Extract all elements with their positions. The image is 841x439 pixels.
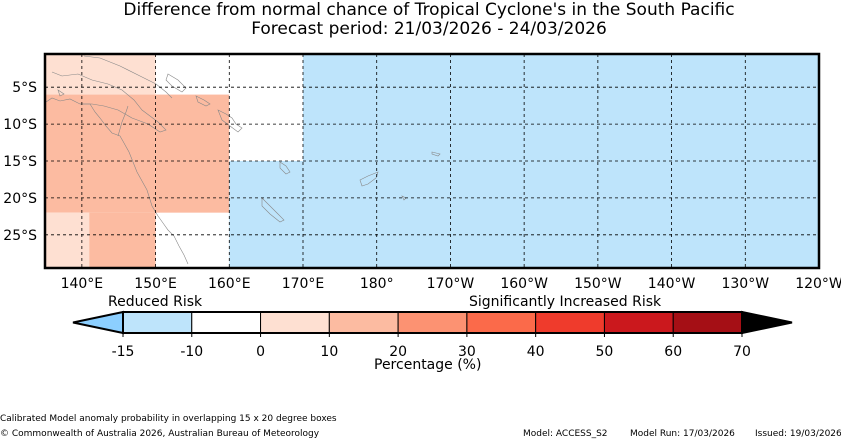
colorbar-segment: [397, 311, 468, 334]
lat-tick-label: 5°S: [12, 80, 37, 96]
samoa: [431, 151, 441, 157]
colorbar-tick-label: 50: [596, 344, 614, 360]
colorbar-tick-label: 40: [527, 344, 545, 360]
new-caledonia: [261, 197, 285, 223]
copyright-note: © Commonwealth of Australia 2026, Austra…: [0, 429, 320, 439]
lon-tick-label: 150°E: [134, 276, 177, 292]
lon-tick-label: 150°W: [574, 276, 622, 292]
aru-islands: [57, 89, 65, 97]
lon-tick-label: 140°E: [61, 276, 104, 292]
colorbar-segment: [672, 311, 743, 334]
colorbar-segment: [603, 311, 674, 334]
new-guinea-north: [83, 55, 173, 99]
lon-tick-label: 120°W: [795, 276, 841, 292]
new-guinea-coast: [51, 71, 167, 133]
vanuatu: [279, 161, 291, 175]
colorbar-tick-label: 20: [389, 344, 407, 360]
risk-cell-0: [45, 54, 156, 88]
new-britain: [165, 73, 187, 93]
solomon-islands: [217, 109, 243, 133]
lon-tick-label: 160°W: [500, 276, 548, 292]
map-frame: [43, 52, 821, 270]
colorbar-segment: [191, 311, 262, 334]
latitude-tick-labels: 5°S 10°S 15°S 20°S 25°S: [3, 80, 37, 244]
lat-tick-label: 10°S: [3, 117, 37, 133]
colorbar-tick-label: -10: [180, 344, 203, 360]
lon-tick-label: 130°W: [721, 276, 769, 292]
lon-tick-label: 160°E: [208, 276, 251, 292]
lon-tick-label: 170°E: [282, 276, 325, 292]
coastlines: [45, 55, 441, 265]
lon-tick-label: 170°W: [427, 276, 475, 292]
increased-risk-label: Significantly Increased Risk: [469, 294, 662, 310]
map-title: Difference from normal chance of Tropica…: [123, 0, 735, 20]
risk-cell-7: [229, 161, 820, 268]
method-note: Calibrated Model anomaly probability in …: [0, 414, 337, 424]
risk-cell-4: [89, 212, 156, 268]
colorbar-tick-label: -15: [112, 344, 135, 360]
issued-date: Issued: 19/03/2026: [755, 429, 841, 439]
lat-lon-grid: [45, 54, 819, 268]
colorbar-segment: [260, 311, 330, 334]
forecast-period: Forecast period: 21/03/2026 - 24/03/2026: [251, 19, 607, 39]
risk-cell-2: [45, 94, 156, 213]
colorbar-tick-label: 70: [733, 344, 751, 360]
cape-york: [117, 105, 129, 137]
lon-tick-label: 180°: [360, 276, 394, 292]
model-name: Model: ACCESS_S2: [523, 429, 608, 439]
colorbar-tick-label: 0: [256, 344, 265, 360]
risk-cell-1: [45, 87, 156, 95]
risk-cell-6: [229, 54, 303, 161]
colorbar-segment: [466, 311, 537, 334]
colorbar: [72, 310, 793, 335]
colorbar-frame: [122, 311, 743, 334]
colorbar-tick-label: 60: [664, 344, 682, 360]
longitude-tick-labels: 140°E 150°E 160°E 170°E 180° 170°W 160°W 150°W 1…: [61, 276, 841, 292]
lat-tick-label: 20°S: [3, 191, 37, 207]
australia-coast: [45, 97, 189, 265]
lat-tick-label: 25°S: [3, 228, 37, 244]
colorbar-segment: [122, 311, 193, 334]
risk-cell-8: [303, 54, 819, 161]
colorbar-tick-label: 30: [458, 344, 476, 360]
lon-tick-label: 140°W: [648, 276, 696, 292]
colorbar-segment: [535, 311, 605, 334]
colorbar-axis-label: Percentage (%): [374, 357, 482, 373]
reduced-risk-label: Reduced Risk: [108, 294, 203, 310]
colorbar-under-arrow: [72, 310, 124, 335]
tonga: [401, 195, 407, 201]
colorbar-segment: [328, 311, 399, 334]
colorbar-over-arrow: [741, 310, 793, 335]
risk-cell-5: [155, 94, 230, 213]
model-run-date: Model Run: 17/03/2026: [630, 429, 735, 439]
bougainville: [195, 95, 211, 107]
colorbar-tick-label: 10: [320, 344, 338, 360]
fiji: [359, 171, 379, 187]
lat-tick-label: 15°S: [3, 154, 37, 170]
risk-cell-3: [45, 212, 90, 268]
colorbar-tick-labels: -15 -10 0 10 20 30 40 50 60 70: [112, 333, 751, 360]
